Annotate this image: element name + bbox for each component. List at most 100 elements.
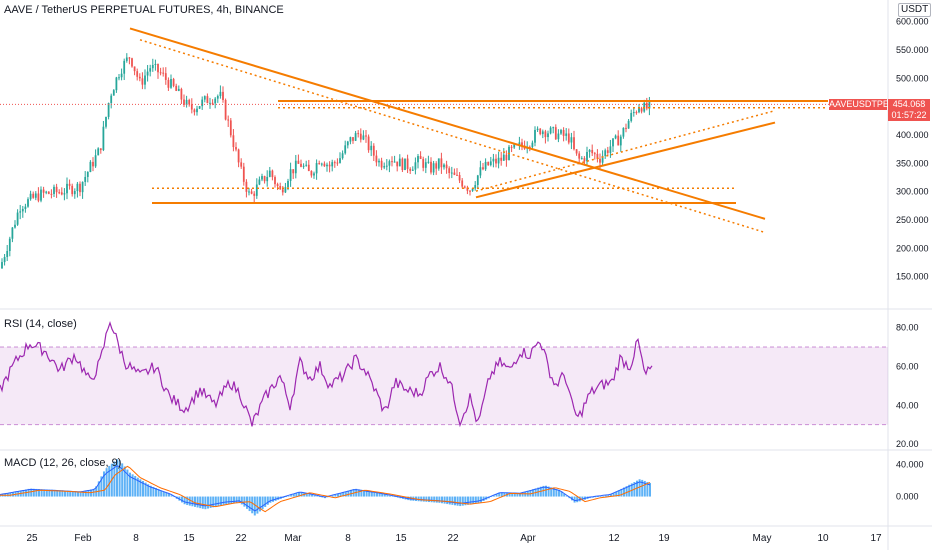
rsi-band — [0, 346, 888, 426]
candle-body — [27, 199, 29, 207]
macd-histogram-bar — [183, 496, 186, 505]
candle-body — [578, 153, 581, 159]
candle-body — [313, 173, 315, 176]
candle-body — [47, 191, 50, 194]
macd-histogram-bar — [246, 496, 248, 509]
macd-histogram-bar — [482, 496, 485, 502]
rsi-title[interactable]: RSI (14, close) — [4, 318, 77, 330]
macd-histogram-bar — [253, 496, 256, 516]
candle-body — [105, 116, 107, 127]
candle-body — [625, 127, 627, 129]
rsi-tick-label: 40.00 — [896, 400, 919, 410]
macd-histogram-bar — [594, 496, 597, 498]
candle-body — [604, 150, 607, 156]
macd-histogram-bar — [344, 491, 347, 497]
macd-histogram-bar — [438, 496, 441, 503]
macd-histogram-bar — [545, 485, 547, 497]
candle-body — [531, 142, 534, 147]
candle-body — [375, 155, 378, 163]
currency-badge[interactable]: USDT — [898, 3, 932, 17]
candle-body — [453, 172, 456, 175]
candle-body — [133, 66, 136, 72]
candle-body — [554, 127, 557, 140]
macd-histogram-bar — [123, 466, 126, 497]
macd-histogram-bar — [370, 491, 373, 497]
macd-histogram-bar — [103, 471, 105, 497]
candle-body — [24, 206, 27, 209]
candles[interactable] — [0, 53, 888, 269]
symbol-title[interactable]: AAVE / TetherUS PERPETUAL FUTURES, 4h, B… — [4, 4, 284, 16]
candle-body — [427, 161, 430, 163]
macd-tick-label: 40.000 — [896, 460, 924, 470]
candle-body — [289, 169, 292, 181]
candle-body — [167, 79, 170, 88]
candle-body — [14, 224, 16, 228]
candle-body — [609, 146, 612, 153]
macd-histogram-bar — [116, 459, 118, 497]
macd-histogram-bar — [129, 472, 131, 497]
candle-body — [84, 176, 87, 182]
macd-histogram-bar — [448, 496, 451, 505]
macd-histogram-bar — [389, 495, 391, 497]
macd-histogram-bar — [443, 496, 446, 504]
candle-body — [359, 133, 362, 140]
candle-body — [248, 191, 250, 193]
macd-histogram-bar — [615, 491, 618, 497]
candle-body — [326, 164, 328, 167]
candle-body — [500, 157, 503, 161]
candle-body — [328, 164, 331, 167]
macd-line — [0, 465, 651, 512]
macd-histogram-bar — [334, 494, 337, 497]
candle-body — [21, 208, 24, 212]
candle-body — [456, 174, 458, 176]
macd-histogram-bar — [160, 490, 163, 497]
macd-histogram-bar — [428, 496, 430, 503]
candle-body — [287, 180, 289, 188]
macd-histogram-bar — [266, 496, 269, 505]
candle-body — [583, 158, 586, 162]
macd-histogram-bar — [469, 496, 472, 505]
symbol-price-tag: AAVEUSDTPERP — [829, 99, 902, 110]
candle-body — [92, 161, 94, 167]
axes[interactable]: 600.000550.000500.000450.000400.000350.0… — [26, 17, 928, 544]
candle-body — [518, 142, 521, 145]
macd-histogram-bar — [71, 491, 74, 497]
macd-histogram-bar — [347, 490, 350, 497]
macd-histogram-bar — [391, 496, 394, 497]
candle-body — [279, 186, 282, 190]
candle-body — [177, 88, 180, 91]
macd-histogram-bar — [490, 496, 493, 498]
macd-histogram-bar — [272, 496, 274, 502]
drawing-tools[interactable] — [129, 27, 828, 234]
candle-body — [474, 185, 477, 189]
candle-body — [263, 176, 266, 182]
macd-histogram-bar — [108, 465, 111, 497]
macd-histogram-bar — [230, 496, 233, 504]
candle-body — [151, 65, 154, 69]
candle-body — [237, 149, 240, 163]
candle-body — [575, 149, 578, 154]
candle-body — [141, 78, 144, 85]
candle-body — [393, 161, 396, 163]
candle-body — [302, 165, 305, 167]
candle-body — [580, 158, 583, 160]
candle-body — [567, 133, 570, 143]
macd-histogram-bar — [207, 496, 209, 509]
macd-histogram-bar — [77, 491, 79, 497]
time-tick-label: Apr — [520, 533, 536, 544]
candle-body — [180, 88, 183, 100]
time-tick-label: Mar — [284, 533, 302, 544]
macd-histogram-bar — [298, 492, 300, 497]
candle-body — [573, 137, 575, 150]
candle-body — [466, 187, 469, 191]
candle-body — [409, 168, 412, 171]
macd-title[interactable]: MACD (12, 26, close, 9) — [4, 457, 122, 469]
macd-histogram-bar — [321, 496, 324, 498]
candle-body — [68, 183, 71, 186]
macd-histogram-bar — [547, 486, 550, 497]
macd-histogram-bar — [472, 496, 475, 504]
macd-histogram-bar — [56, 490, 59, 497]
price-tick-label: 250.000 — [896, 215, 929, 225]
